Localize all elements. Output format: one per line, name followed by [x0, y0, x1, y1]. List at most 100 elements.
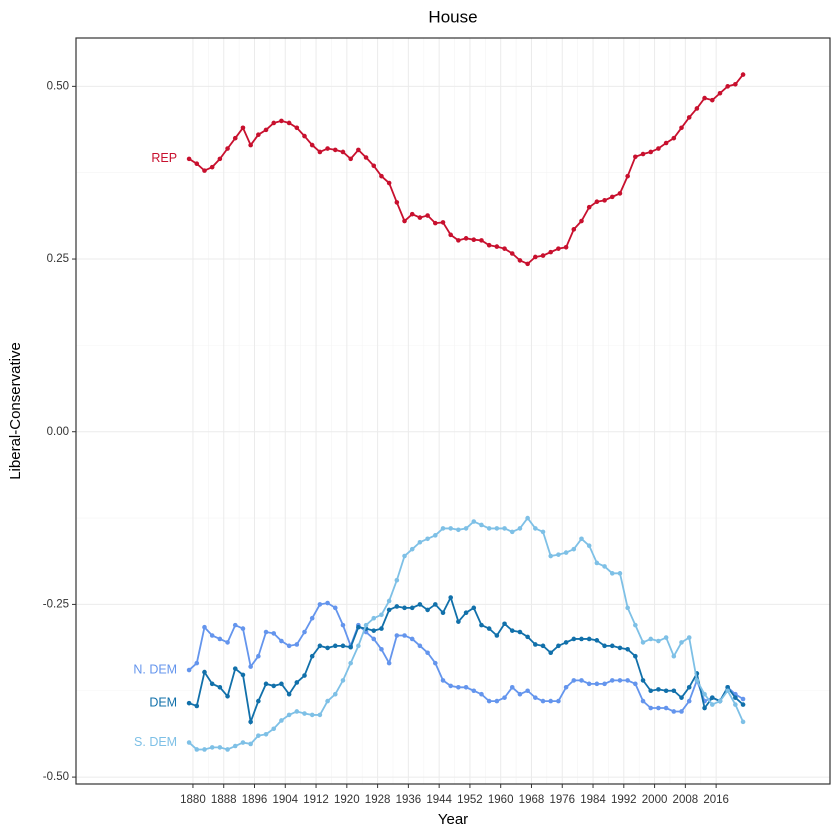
point — [394, 633, 400, 638]
point — [417, 643, 423, 649]
point — [509, 628, 515, 633]
point — [656, 638, 661, 644]
point — [232, 666, 238, 671]
point — [679, 695, 684, 700]
point — [271, 631, 277, 636]
point — [302, 673, 307, 678]
point — [740, 696, 746, 702]
point — [709, 702, 715, 707]
point — [617, 191, 623, 196]
point — [286, 643, 292, 649]
point — [456, 619, 461, 624]
point — [533, 526, 538, 531]
point — [609, 571, 615, 576]
point — [302, 629, 307, 635]
point — [417, 539, 423, 545]
point — [602, 198, 607, 203]
point — [240, 740, 246, 745]
point — [556, 552, 561, 557]
point — [656, 687, 661, 692]
point — [556, 246, 561, 251]
point — [533, 695, 538, 700]
point — [679, 709, 684, 714]
point — [617, 571, 623, 576]
point — [717, 90, 723, 96]
point — [609, 643, 615, 649]
point — [471, 237, 477, 242]
x-tick-label: 2016 — [703, 794, 729, 806]
point — [271, 726, 277, 732]
point — [209, 745, 215, 750]
point — [332, 691, 338, 697]
point — [733, 702, 738, 707]
point — [463, 236, 469, 241]
point — [332, 643, 338, 649]
point — [248, 719, 253, 725]
point — [625, 173, 630, 179]
point — [656, 705, 661, 711]
point — [386, 660, 392, 666]
point — [648, 636, 654, 642]
series-label: REP — [151, 151, 177, 165]
y-tick-label: 0.25 — [47, 253, 69, 265]
x-tick-label: 1944 — [426, 794, 452, 806]
y-tick-label: -0.25 — [43, 598, 69, 610]
point — [194, 747, 200, 752]
point — [409, 636, 415, 642]
point — [340, 622, 346, 628]
point — [248, 664, 253, 669]
point — [494, 633, 500, 638]
point — [325, 645, 330, 651]
point — [340, 678, 346, 683]
point — [317, 602, 323, 607]
point — [479, 522, 484, 528]
point — [402, 605, 407, 611]
point — [379, 173, 384, 179]
point — [725, 84, 730, 89]
x-tick-label: 1904 — [272, 794, 298, 806]
point — [517, 629, 523, 635]
point — [533, 642, 538, 647]
point — [548, 553, 554, 559]
point — [609, 194, 615, 200]
point — [309, 653, 315, 659]
point — [502, 246, 507, 251]
point — [225, 640, 230, 645]
point — [356, 624, 361, 630]
point — [386, 180, 392, 186]
point — [417, 602, 423, 607]
point — [279, 718, 284, 723]
point — [209, 633, 215, 638]
point — [586, 681, 592, 687]
point — [502, 526, 507, 531]
point — [279, 638, 284, 644]
point — [348, 644, 353, 650]
point — [571, 227, 577, 232]
x-tick-label: 1880 — [180, 794, 206, 806]
point — [402, 218, 407, 224]
point — [486, 242, 492, 248]
point — [671, 653, 677, 659]
x-tick-label: 2008 — [673, 794, 699, 806]
point — [425, 607, 430, 613]
point — [733, 81, 738, 87]
series-label: N. DEM — [133, 662, 177, 676]
point — [317, 149, 323, 155]
x-tick-label: 1928 — [365, 794, 391, 806]
point — [440, 220, 446, 225]
point — [471, 688, 477, 694]
panel-border — [75, 37, 831, 785]
y-tick-label: 0.50 — [47, 80, 69, 92]
point — [186, 667, 192, 673]
point — [286, 691, 292, 697]
point — [448, 595, 453, 600]
point — [232, 743, 238, 749]
point — [694, 106, 700, 111]
point — [579, 678, 584, 683]
point — [671, 688, 677, 694]
point — [617, 645, 623, 651]
point — [602, 681, 607, 687]
point — [286, 120, 292, 126]
point — [309, 615, 315, 621]
